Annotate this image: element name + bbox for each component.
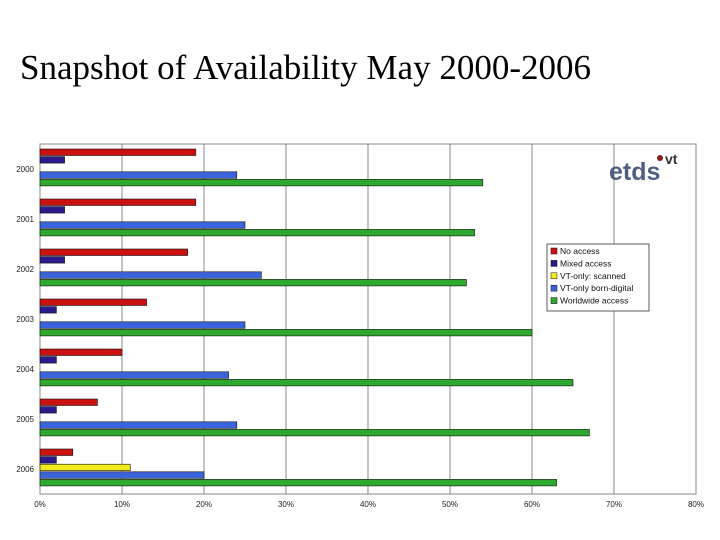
bar-vt-only-born-digital-2001 [39, 221, 246, 229]
bars [39, 148, 590, 487]
legend-label: VT-only: scanned [560, 271, 626, 281]
legend-box [546, 243, 650, 312]
logo-etds: etds [609, 158, 660, 186]
slide-title: Snapshot of Availability May 2000-2006 [20, 48, 591, 87]
bar-vt-only-born-digital-2000 [39, 171, 238, 179]
x-tick-label: 30% [278, 500, 294, 509]
logo-vt: vt [665, 151, 678, 167]
bar-vt-only-born-digital-2004 [39, 371, 229, 379]
bar-worldwide-access-2003 [39, 329, 533, 337]
bar-no-access-2003 [39, 298, 147, 306]
bar-no-access-2002 [39, 248, 188, 256]
legend: No access Mixed access VT-only: scanned VT-… [546, 243, 650, 312]
bar-mixed-access-2004 [39, 356, 57, 364]
bar-vt-only-born-digital-2003 [39, 321, 246, 329]
legend-swatch [550, 284, 558, 292]
legend-swatch [550, 272, 558, 280]
x-tick-label: 50% [442, 500, 458, 509]
bar-mixed-access-2005 [39, 406, 57, 414]
legend-label: VT-only born-digital [560, 283, 633, 293]
x-tick-label: 70% [606, 500, 622, 509]
y-tick-label: 2006 [16, 465, 34, 474]
bar-worldwide-access-2000 [39, 179, 484, 187]
bar-no-access-2005 [39, 398, 98, 406]
x-tick-label: 40% [360, 500, 376, 509]
x-tick-label: 80% [688, 500, 704, 509]
legend-swatch [550, 260, 558, 267]
bar-mixed-access-2002 [39, 256, 65, 264]
bar-vt-only-scanned-2006 [39, 463, 131, 472]
bar-no-access-2006 [39, 448, 74, 456]
y-tick-label: 2001 [16, 215, 34, 224]
logo: etds vt [609, 151, 678, 186]
bar-mixed-access-2001 [39, 206, 65, 214]
bar-worldwide-access-2002 [39, 279, 467, 287]
legend-label: No access [560, 246, 600, 256]
x-tick-label: 20% [196, 500, 212, 509]
bar-vt-only-born-digital-2002 [39, 271, 262, 279]
x-tick-label: 0% [34, 500, 46, 509]
bar-worldwide-access-2005 [39, 429, 590, 437]
legend-label: Worldwide access [560, 296, 628, 306]
legend-label: Mixed access [560, 258, 612, 268]
x-tick-labels: 0% 10% 20% 30% 40% 50% 60% 70% 80% [34, 500, 704, 509]
y-tick-labels: 2000 2001 2002 2003 2004 2005 2006 [16, 165, 34, 474]
bar-worldwide-access-2004 [39, 379, 574, 387]
legend-swatch [550, 247, 558, 255]
bar-worldwide-access-2001 [39, 229, 475, 237]
bar-no-access-2004 [39, 348, 123, 356]
bar-worldwide-access-2006 [39, 479, 557, 487]
bar-no-access-2000 [39, 148, 197, 156]
bar-no-access-2001 [39, 198, 197, 206]
y-tick-label: 2000 [16, 165, 34, 174]
bar-vt-only-born-digital-2006 [39, 471, 205, 479]
x-tick-label: 60% [524, 500, 540, 509]
x-tick-label: 10% [114, 500, 130, 509]
legend-swatch [550, 297, 558, 304]
y-tick-label: 2005 [16, 415, 34, 424]
y-tick-label: 2003 [16, 315, 34, 324]
bar-mixed-access-2003 [39, 306, 57, 314]
y-tick-label: 2002 [16, 265, 34, 274]
y-tick-label: 2004 [16, 365, 34, 374]
logo-dot [657, 155, 663, 161]
bar-vt-only-born-digital-2005 [39, 421, 238, 429]
bar-mixed-access-2006 [39, 456, 57, 464]
bar-mixed-access-2000 [39, 156, 65, 164]
